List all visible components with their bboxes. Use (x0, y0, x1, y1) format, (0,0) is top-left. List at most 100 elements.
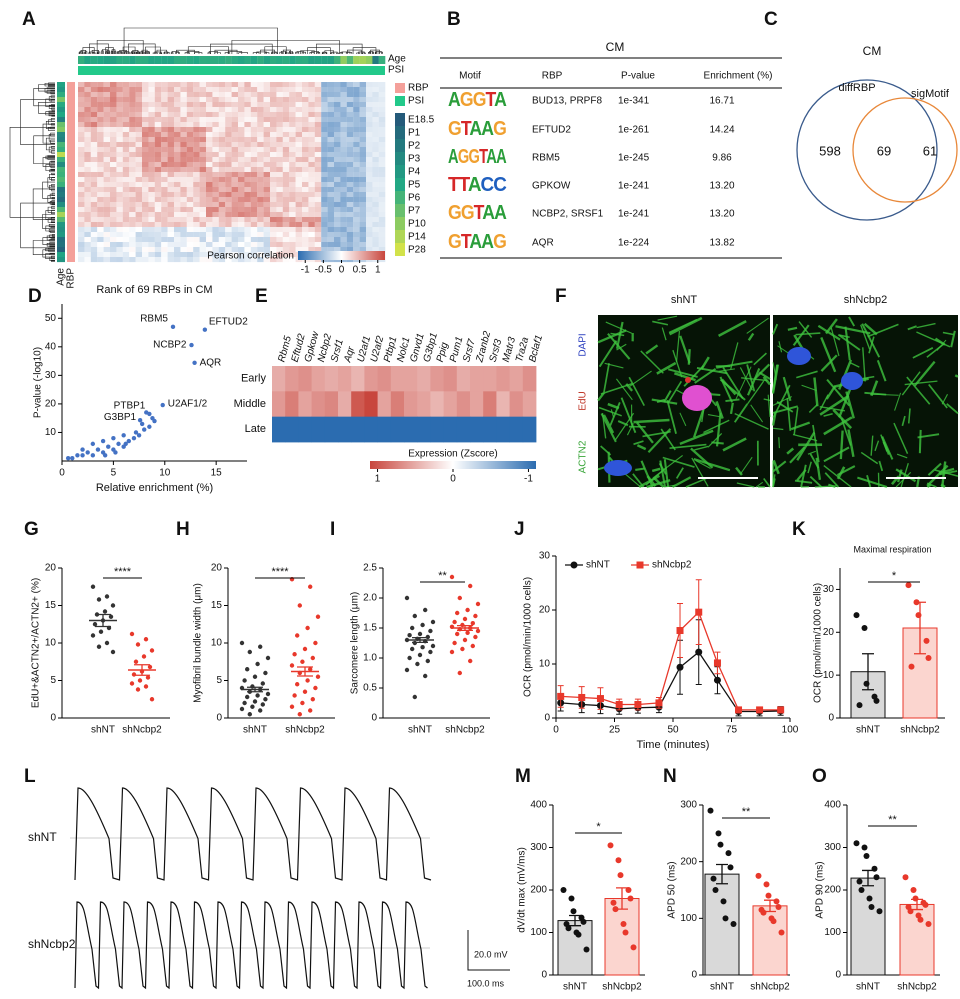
myofibril (823, 416, 853, 436)
heatmap-cell (250, 212, 258, 218)
heatmap-cell (270, 112, 277, 118)
age-annotation (238, 56, 245, 64)
heatmap-cell (142, 217, 149, 223)
heatmap-cell (218, 132, 226, 138)
heatmap-cell (231, 182, 239, 188)
heatmap-cell (84, 202, 91, 208)
heatmap-cell (135, 227, 143, 233)
heatmap-cell (142, 157, 149, 163)
point (110, 649, 116, 655)
heatmap-cell (110, 187, 117, 193)
heatmap-cell (314, 92, 322, 98)
point (152, 418, 157, 424)
heatmap-cell (302, 92, 309, 98)
heatmap-cell (238, 192, 245, 198)
heatmap-cell (282, 102, 290, 108)
heatmap-cell (377, 391, 392, 418)
myofibril (941, 393, 949, 405)
dendrogram (133, 52, 136, 54)
age-annotation (206, 56, 213, 64)
heatmap-cell (289, 147, 296, 153)
heatmap-cell (263, 242, 271, 248)
heatmap-cell (129, 87, 136, 93)
heatmap-cell (238, 147, 245, 153)
heatmap-cell (161, 157, 168, 163)
myofibril (626, 423, 634, 436)
y-tick-label: 10 (823, 670, 835, 681)
myofibril (839, 334, 850, 339)
heatmap-cell (90, 217, 98, 223)
myofibril (778, 341, 783, 353)
point (295, 682, 300, 687)
heatmap-cell (270, 247, 277, 253)
heatmap-cell (302, 142, 309, 148)
heatmap-cell (142, 82, 149, 88)
heatmap-cell (110, 97, 117, 103)
y-axis-label: Myofibril bundle width (μm) (193, 583, 204, 703)
age-annotation (353, 56, 360, 64)
heatmap-cell (353, 127, 360, 133)
heatmap-cell (366, 122, 373, 128)
heatmap-cell (314, 192, 322, 198)
heatmap-cell (103, 217, 111, 223)
heatmap-cell (340, 192, 347, 198)
heatmap-cell (78, 192, 85, 198)
heatmap-cell (110, 222, 117, 228)
heatmap-cell (276, 237, 283, 243)
heatmap-cell (135, 192, 143, 198)
heatmap-cell (90, 177, 98, 183)
heatmap-cell (103, 102, 111, 108)
heatmap-cell (359, 157, 367, 163)
age-annotation (57, 237, 65, 243)
heatmap-cell (308, 222, 315, 228)
heatmap-cell (321, 227, 328, 233)
heatmap-cell (231, 132, 239, 138)
heatmap-cell (282, 132, 290, 138)
heatmap-cell (282, 227, 290, 233)
heatmap-cell (84, 92, 91, 98)
heatmap-cell (314, 212, 322, 218)
trace-label: shNT (28, 830, 57, 844)
heatmap-cell (186, 127, 194, 133)
age-annotation (263, 56, 271, 64)
dendrogram (50, 238, 55, 241)
heatmap-cell (174, 252, 181, 258)
heatmap-cell (135, 107, 143, 113)
heatmap-cell (366, 147, 373, 153)
heatmap-cell (282, 257, 290, 263)
heatmap-cell (174, 107, 181, 113)
point (770, 918, 777, 925)
heatmap-cell (103, 137, 111, 143)
heatmap-cell (327, 97, 335, 103)
dendrogram (33, 135, 55, 165)
heatmap-cell (90, 207, 98, 213)
heatmap-cell (443, 391, 458, 418)
heatmap-cell (334, 172, 341, 178)
myofibril (628, 376, 645, 407)
heatmap-cell (282, 232, 290, 238)
p-value: 1e-261 (618, 125, 650, 136)
point (417, 652, 423, 658)
point (468, 583, 473, 589)
heatmap-cell (272, 366, 286, 392)
myofibril (835, 325, 871, 335)
heatmap-cell (90, 132, 98, 138)
heatmap-cell (186, 222, 194, 228)
heatmap-cell (174, 152, 181, 158)
heatmap-cell (225, 132, 232, 138)
point (92, 622, 98, 627)
heatmap-cell (359, 132, 367, 138)
age-annotation (57, 252, 65, 258)
heatmap-cell (366, 197, 373, 203)
myofibril (772, 460, 787, 473)
heatmap-cell (289, 162, 296, 168)
point (575, 931, 582, 938)
heatmap-cell (340, 172, 347, 178)
heatmap-cell (263, 142, 271, 148)
heatmap-cell (250, 232, 258, 238)
heatmap-cell (84, 97, 91, 103)
point (145, 675, 151, 680)
heatmap-cell (129, 202, 136, 208)
heatmap-cell (250, 237, 258, 243)
heatmap-cell (314, 242, 322, 248)
